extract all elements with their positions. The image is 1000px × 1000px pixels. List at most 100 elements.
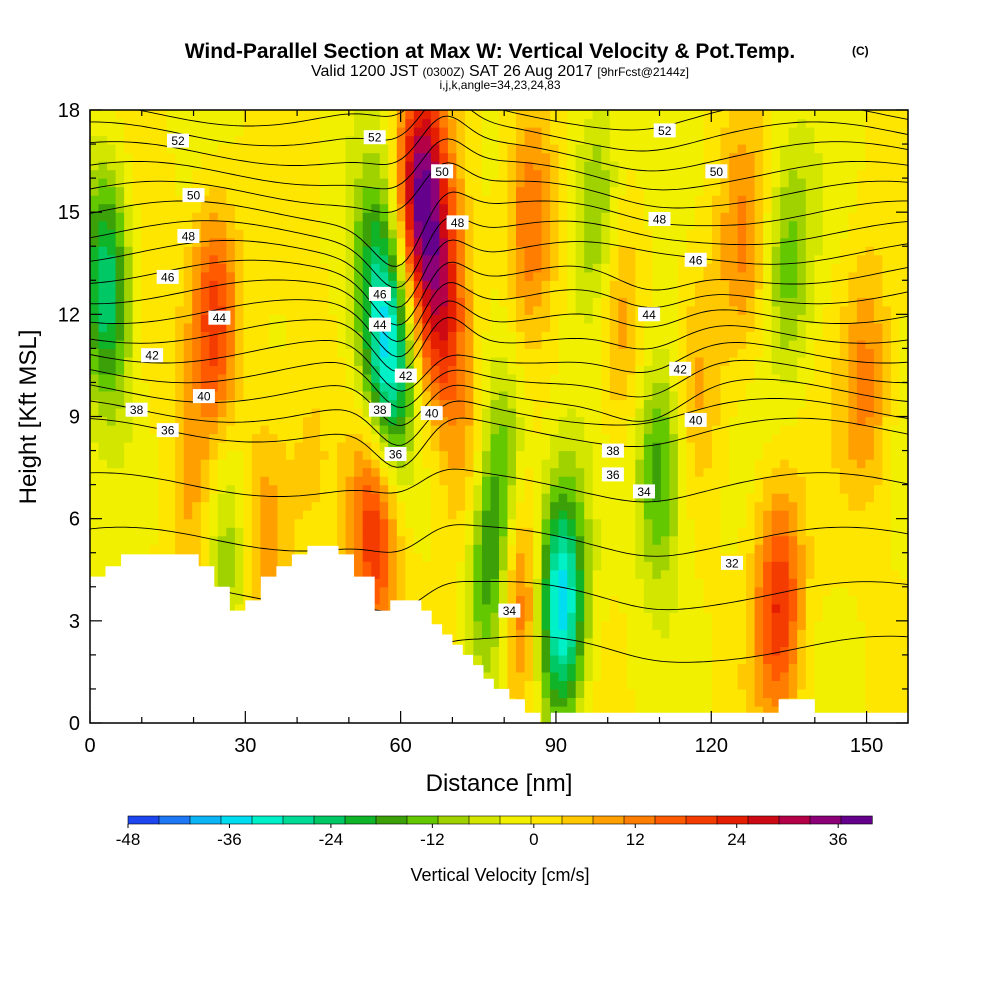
field-cell [396, 288, 406, 298]
field-cell [720, 501, 730, 511]
field-cell [575, 663, 585, 673]
field-cell [814, 442, 824, 452]
field-cell [243, 305, 253, 315]
field-cell [396, 356, 406, 366]
field-cell [771, 365, 781, 375]
field-cell [703, 493, 713, 503]
field-cell [805, 288, 815, 298]
field-cell [584, 416, 594, 426]
field-cell [686, 706, 696, 716]
field-cell [107, 476, 117, 486]
field-cell [814, 493, 824, 503]
field-cell [98, 467, 108, 477]
field-cell [268, 373, 278, 383]
field-cell [268, 399, 278, 409]
field-cell [839, 688, 849, 698]
field-cell [822, 569, 832, 579]
field-cell [856, 629, 866, 639]
field-cell [243, 339, 253, 349]
field-cell [592, 442, 602, 452]
field-cell [124, 305, 134, 315]
field-cell [217, 569, 227, 579]
field-cell [626, 433, 636, 443]
field-cell [831, 595, 841, 605]
field-cell [712, 518, 722, 528]
field-cell [805, 603, 815, 613]
field-cell [379, 339, 389, 349]
field-cell [618, 569, 628, 579]
field-cell [166, 416, 176, 426]
field-cell [575, 416, 585, 426]
field-cell [891, 297, 901, 307]
field-cell [754, 348, 764, 358]
field-cell [430, 459, 440, 469]
field-cell [473, 561, 483, 571]
field-cell [873, 314, 883, 324]
field-cell [183, 391, 193, 401]
field-cell [797, 459, 807, 469]
field-cell [166, 399, 176, 409]
field-cell [456, 314, 466, 324]
field-cell [371, 425, 381, 435]
field-cell [618, 544, 628, 554]
field-cell [882, 339, 892, 349]
field-cell [260, 476, 270, 486]
field-cell [677, 646, 687, 656]
field-cell [107, 391, 117, 401]
field-cell [533, 697, 543, 707]
field-cell [873, 654, 883, 664]
field-cell [720, 391, 730, 401]
field-cell [558, 314, 568, 324]
field-cell [601, 544, 611, 554]
field-cell [635, 688, 645, 698]
field-cell [669, 493, 679, 503]
field-cell [746, 569, 756, 579]
field-cell [362, 569, 372, 579]
field-cell [149, 535, 159, 545]
field-cell [541, 399, 551, 409]
field-cell [729, 391, 739, 401]
field-cell [601, 578, 611, 588]
field-cell [592, 680, 602, 690]
field-cell [524, 459, 534, 469]
field-cell [712, 680, 722, 690]
field-cell [362, 331, 372, 341]
field-cell [754, 629, 764, 639]
field-cell [882, 305, 892, 315]
field-cell [558, 510, 568, 520]
field-cell [660, 416, 670, 426]
field-cell [865, 518, 875, 528]
field-cell [899, 331, 908, 341]
field-cell [158, 305, 168, 315]
field-cell [354, 399, 364, 409]
field-cell [456, 620, 466, 630]
field-cell [771, 637, 781, 647]
field-cell [899, 527, 908, 537]
field-cell [601, 501, 611, 511]
field-cell [473, 365, 483, 375]
field-cell [652, 322, 662, 332]
field-cell [601, 671, 611, 681]
field-cell [609, 663, 619, 673]
field-cell [831, 646, 841, 656]
field-cell [209, 365, 219, 375]
field-cell [660, 629, 670, 639]
field-cell [422, 459, 432, 469]
field-cell [422, 595, 432, 605]
field-cell [746, 510, 756, 520]
field-cell [124, 314, 134, 324]
field-cell [90, 339, 100, 349]
field-cell [729, 408, 739, 418]
field-cell [763, 339, 773, 349]
field-cell [712, 450, 722, 460]
field-cell [166, 535, 176, 545]
field-cell [771, 373, 781, 383]
field-cell [473, 382, 483, 392]
field-cell [98, 561, 108, 571]
field-cell [243, 459, 253, 469]
field-cell [243, 314, 253, 324]
field-cell [618, 586, 628, 596]
field-cell [362, 476, 372, 486]
field-cell [175, 527, 185, 537]
field-cell [797, 408, 807, 418]
